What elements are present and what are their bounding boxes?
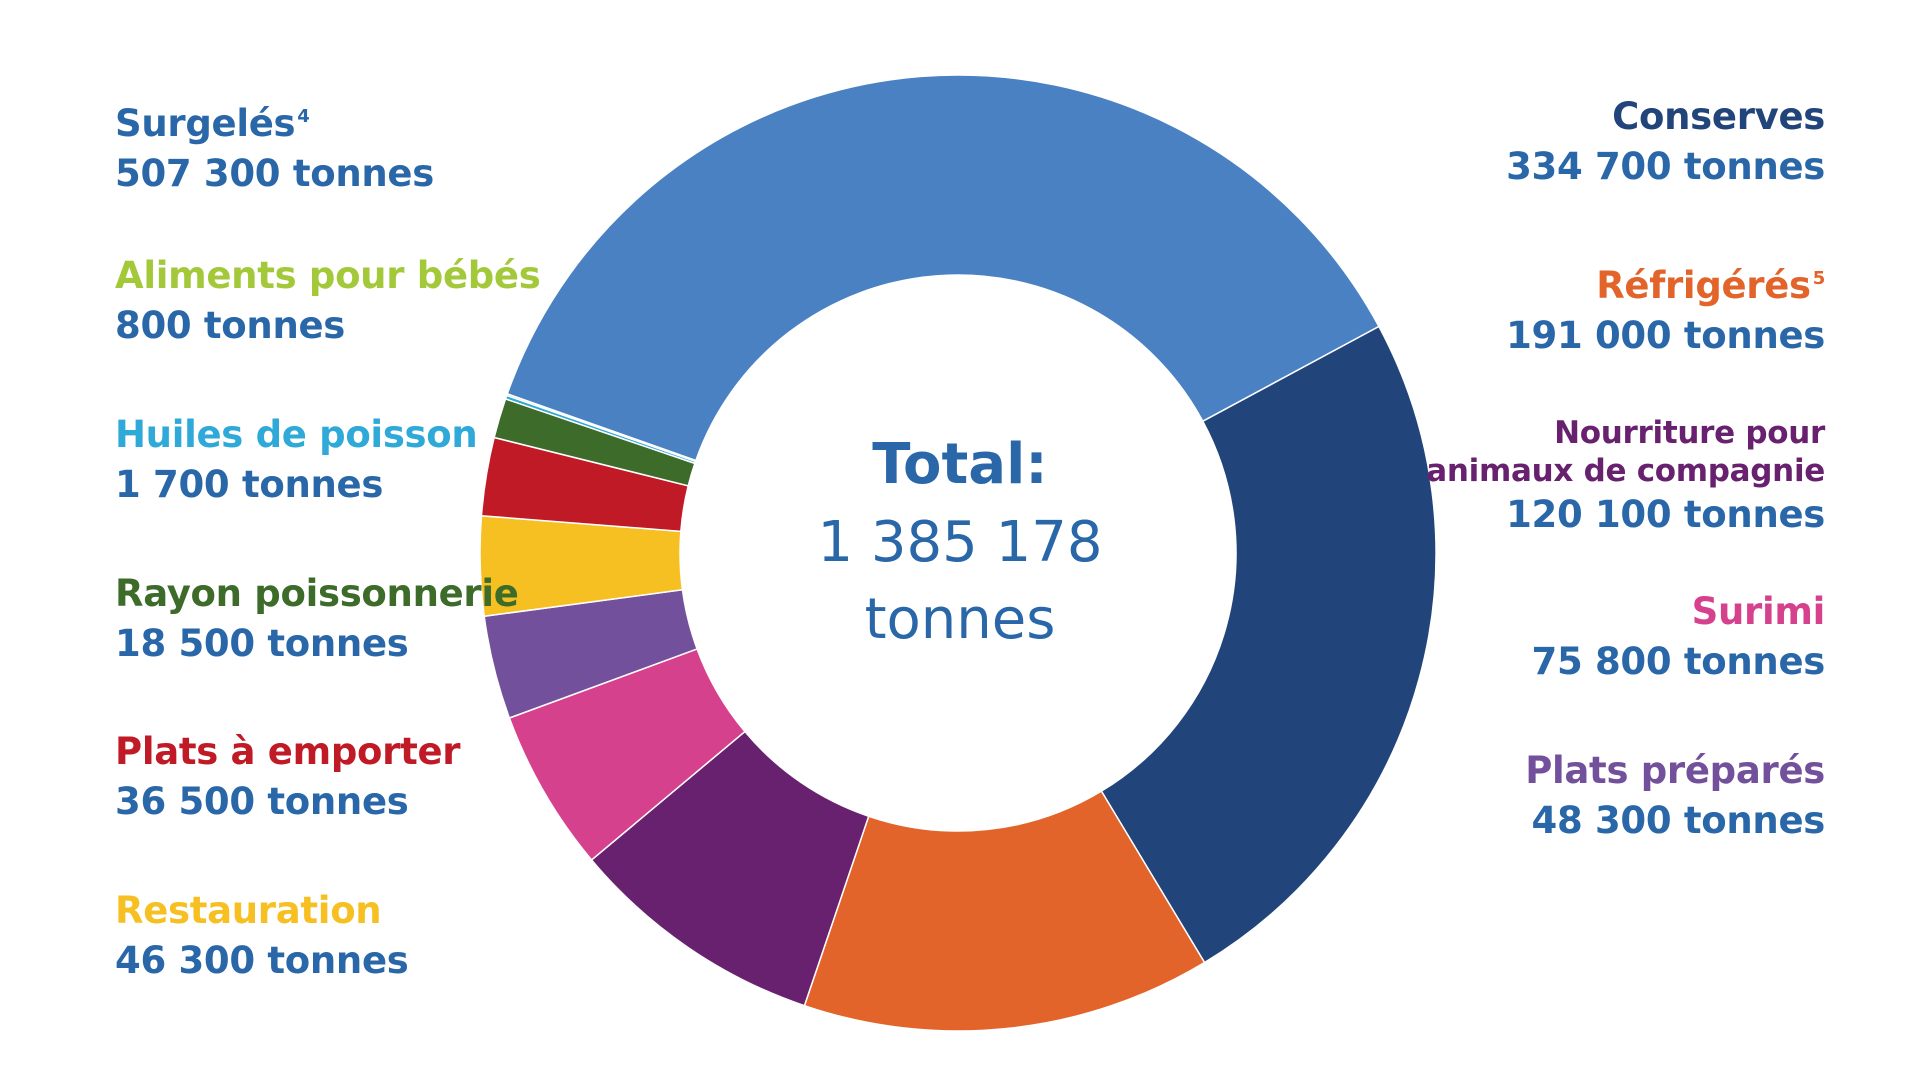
label-name-restauration: Restauration [115, 886, 409, 936]
label-name-conserves: Conserves [1506, 92, 1825, 142]
label-value-nourriture: 120 100 tonnes [1506, 493, 1825, 536]
label-restauration: Restauration 46 300 tonnes [115, 886, 409, 986]
label-name-text-surimi: Surimi [1691, 590, 1826, 633]
footnote-marker-refrigeres: 5 [1812, 268, 1826, 289]
label-value-huiles: 1 700 tonnes [115, 463, 384, 506]
donut-slices [479, 74, 1437, 1032]
label-conserves: Conserves 334 700 tonnes [1506, 92, 1825, 192]
label-value-restauration: 46 300 tonnes [115, 939, 409, 982]
chart-center-unit: tonnes [864, 587, 1056, 652]
label-surimi: Surimi 75 800 tonnes [1532, 587, 1826, 687]
label-plats-emporter: Plats à emporter 36 500 tonnes [115, 727, 461, 827]
label-value-plats-prepares: 48 300 tonnes [1531, 799, 1826, 842]
label-huiles: Huiles de poisson 1 700 tonnes [115, 410, 478, 510]
label-name-text-rayon: Rayon poissonnerie [115, 572, 519, 615]
chart-center-total: 1 385 178 [817, 510, 1103, 575]
label-name-surimi: Surimi [1532, 587, 1826, 637]
label-value-rayon: 18 500 tonnes [115, 622, 409, 665]
label-name-text-surgeles: Surgelés [115, 102, 296, 145]
label-rayon: Rayon poissonnerie 18 500 tonnes [115, 569, 519, 669]
label-value-surimi: 75 800 tonnes [1531, 640, 1826, 683]
slice-refrigeres [803, 790, 1206, 1032]
slice-conserves [1100, 325, 1437, 964]
label-name-text-huiles: Huiles de poisson [115, 413, 478, 456]
label-nourriture: Nourriture pour animaux de compagnie 120 1… [1426, 414, 1825, 540]
label-refrigeres: Réfrigérés 5 191 000 tonnes [1506, 254, 1825, 361]
label-name-rayon: Rayon poissonnerie [115, 569, 519, 619]
label-name-text-plats-prepares: Plats préparés [1525, 749, 1825, 792]
slice-surgeles [506, 74, 1380, 462]
label-name-refrigeres: Réfrigérés 5 [1506, 254, 1825, 311]
label-name-nourriture-line-2: animaux de compagnie [1426, 453, 1825, 489]
label-name-aliments: Aliments pour bébés [115, 251, 541, 301]
label-name-plats-emporter: Plats à emporter [115, 727, 461, 777]
label-surgeles: Surgelés 4 507 300 tonnes [115, 92, 434, 199]
label-name-text-conserves: Conserves [1612, 95, 1825, 138]
footnote-marker-surgeles: 4 [297, 106, 310, 127]
label-name-plats-prepares: Plats préparés [1525, 746, 1825, 796]
label-value-conserves: 334 700 tonnes [1506, 145, 1825, 188]
label-value-refrigeres: 191 000 tonnes [1506, 314, 1825, 357]
label-name-text-refrigeres: Réfrigérés [1596, 264, 1811, 307]
chart-center-title: Total: [872, 432, 1048, 497]
label-plats-prepares: Plats préparés 48 300 tonnes [1525, 746, 1825, 846]
label-name-surgeles: Surgelés 4 [115, 92, 434, 149]
label-name-nourriture-line-1: Nourriture pour [1554, 415, 1825, 451]
label-name-text-plats-emporter: Plats à emporter [115, 730, 461, 773]
label-aliments: Aliments pour bébés 800 tonnes [115, 251, 541, 351]
label-name-huiles: Huiles de poisson [115, 410, 478, 460]
label-name-text-restauration: Restauration [115, 889, 382, 932]
label-value-aliments: 800 tonnes [115, 304, 346, 347]
label-value-surgeles: 507 300 tonnes [115, 152, 434, 195]
label-value-plats-emporter: 36 500 tonnes [115, 780, 409, 823]
label-name-text-aliments: Aliments pour bébés [115, 254, 541, 297]
